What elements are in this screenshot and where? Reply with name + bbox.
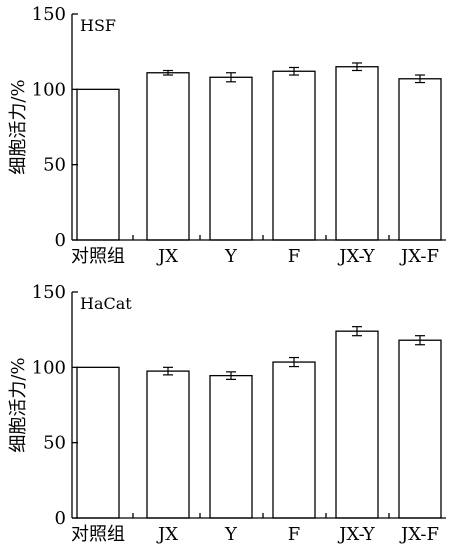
category-label: 对照组 [71, 524, 125, 545]
category-label: F [288, 524, 301, 545]
bar-5 [398, 339, 442, 519]
bar-4 [335, 330, 379, 519]
category-label: Y [224, 524, 238, 545]
category-label: JX-Y [337, 524, 375, 545]
panel-label: HSF [80, 16, 116, 35]
y-axis-label: 细胞活力/% [8, 357, 29, 452]
category-label: JX-F [399, 524, 439, 545]
category-label-group: 对照组 JX Y F JX-Y JX-F [71, 524, 439, 545]
y-tick-label: 150 [32, 4, 66, 25]
category-label: F [288, 246, 301, 267]
bar-2 [209, 76, 253, 241]
bar-group [76, 66, 442, 241]
y-tick-label: 0 [55, 508, 66, 529]
y-tick-group: 0 50 100 150 [32, 282, 78, 529]
y-tick-label: 50 [43, 155, 66, 176]
bar-0 [76, 366, 120, 519]
bar-0 [76, 88, 120, 241]
category-label: JX-Y [337, 246, 375, 267]
x-tick-group [132, 513, 390, 518]
y-tick-label: 50 [43, 433, 66, 454]
y-tick-group: 0 50 100 150 [32, 4, 78, 251]
chart-panel-hacat: 0 50 100 150 对照组 JX Y F JX-Y JX-F HaCat 细胞活力/% [8, 282, 446, 545]
bar-3 [272, 361, 316, 519]
bar-2 [209, 374, 253, 519]
category-label: JX [156, 524, 178, 545]
bar-1 [146, 370, 190, 519]
y-tick-label: 100 [32, 79, 66, 100]
category-label: Y [224, 246, 238, 267]
y-tick-label: 100 [32, 357, 66, 378]
category-label: JX [156, 246, 178, 267]
chart-panel-hsf: 0 50 100 150 对照组 JX Y F JX-Y JX-F HSF 细胞活力/% [8, 4, 446, 267]
y-axis-label: 细胞活力/% [8, 79, 29, 174]
category-label-group: 对照组 JX Y F JX-Y JX-F [71, 246, 439, 267]
category-label: 对照组 [71, 246, 125, 267]
bar-4 [335, 66, 379, 241]
bar-3 [272, 70, 316, 241]
error-bar-group [163, 326, 425, 380]
panel-label: HaCat [80, 294, 132, 313]
bar-5 [398, 78, 442, 241]
x-tick-group [132, 235, 390, 240]
y-tick-label: 0 [55, 230, 66, 251]
bar-group [76, 330, 442, 519]
error-bar-group [163, 62, 425, 84]
category-label: JX-F [399, 246, 439, 267]
y-tick-label: 150 [32, 282, 66, 303]
bar-1 [146, 72, 190, 241]
